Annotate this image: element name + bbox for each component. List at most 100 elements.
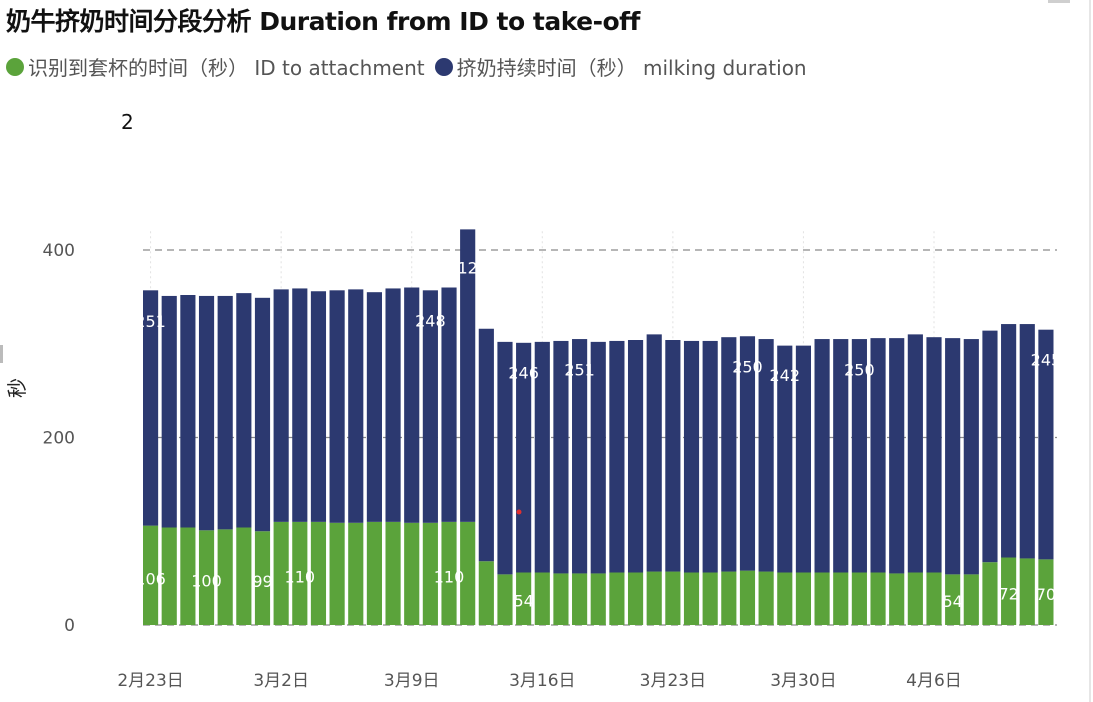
bar-milking-duration — [665, 340, 681, 572]
bar-milking-duration — [851, 339, 867, 573]
bar-milking-duration — [385, 288, 401, 522]
y-tick-label: 400 — [43, 241, 75, 261]
bar-id-to-attachment — [254, 531, 271, 625]
data-label: 106 — [135, 569, 166, 588]
bar-id-to-attachment — [180, 527, 196, 625]
bar-id-to-attachment — [1001, 557, 1017, 625]
data-label: 54 — [942, 592, 962, 611]
legend-dot-navy — [434, 57, 453, 76]
bar-id-to-attachment — [572, 573, 588, 625]
bar-milking-duration — [627, 340, 644, 573]
bar-id-to-attachment — [1019, 558, 1035, 625]
bar-milking-duration — [590, 341, 606, 574]
x-tick-label: 3月2日 — [253, 671, 309, 691]
bar-milking-duration — [497, 341, 513, 575]
bar-id-to-attachment — [870, 572, 886, 625]
data-label: 248 — [415, 312, 446, 331]
bar-id-to-attachment — [310, 521, 327, 625]
data-label: 12 — [457, 258, 477, 277]
bar-milking-duration — [348, 289, 364, 523]
legend-item-milking-duration[interactable]: 挤奶持续时间（秒） milking duration — [434, 52, 807, 81]
bar-milking-duration — [478, 328, 494, 562]
bar-id-to-attachment — [982, 562, 998, 625]
bar-id-to-attachment — [348, 522, 364, 625]
bar-milking-duration — [870, 338, 886, 573]
bar-milking-duration — [1038, 329, 1054, 560]
bar-milking-duration — [460, 229, 476, 522]
bar-milking-duration — [721, 337, 737, 572]
bar-milking-duration — [683, 340, 700, 573]
bar-id-to-attachment — [143, 525, 159, 625]
data-label: 250 — [844, 360, 875, 379]
bar-milking-duration — [982, 330, 998, 563]
bar-id-to-attachment — [534, 572, 550, 625]
bar-id-to-attachment — [945, 574, 961, 625]
bar-milking-duration — [273, 289, 289, 522]
bar-id-to-attachment — [851, 572, 867, 625]
corner-mark — [1048, 0, 1070, 3]
bar-milking-duration — [814, 339, 830, 573]
x-tick-label: 3月16日 — [509, 671, 575, 691]
bar-milking-duration — [310, 291, 327, 522]
red-marker-dot — [516, 509, 522, 515]
legend-label: 挤奶持续时间（秒） milking duration — [456, 56, 807, 80]
bar-id-to-attachment — [460, 521, 476, 625]
x-tick-label: 4月6日 — [906, 671, 962, 691]
bar-milking-duration — [1001, 324, 1017, 558]
marker-label: 2 — [121, 110, 134, 134]
data-label: 246 — [508, 364, 539, 383]
data-label: 245 — [1031, 351, 1062, 370]
bar-id-to-attachment — [926, 572, 942, 625]
panel-edge — [1089, 0, 1091, 702]
bar-id-to-attachment — [814, 572, 830, 625]
x-tick-label: 3月9日 — [384, 671, 440, 691]
bar-milking-duration — [889, 338, 905, 574]
bar-id-to-attachment — [889, 573, 905, 625]
bar-id-to-attachment — [161, 527, 177, 625]
bar-milking-duration — [329, 290, 345, 523]
bar-id-to-attachment — [441, 521, 457, 625]
data-label: 250 — [732, 358, 763, 377]
bar-id-to-attachment — [627, 572, 644, 625]
bar-milking-duration — [777, 345, 793, 573]
bar-milking-duration — [833, 339, 849, 573]
bar-id-to-attachment — [739, 570, 756, 625]
bar-milking-duration — [534, 341, 550, 573]
bar-id-to-attachment — [292, 521, 308, 625]
bar-id-to-attachment — [422, 522, 438, 625]
bar-milking-duration — [758, 339, 774, 572]
bar-id-to-attachment — [702, 572, 718, 625]
bar-id-to-attachment — [1038, 559, 1054, 625]
legend-item-id-to-attachment[interactable]: 识别到套杯的时间（秒） ID to attachment — [6, 52, 425, 81]
bar-id-to-attachment — [217, 529, 233, 625]
bar-milking-duration — [292, 288, 308, 522]
bar-milking-duration — [702, 340, 718, 573]
bar-milking-duration — [795, 345, 812, 573]
bar-milking-duration — [945, 338, 961, 575]
data-label: 251 — [135, 312, 166, 331]
bar-milking-duration — [1019, 324, 1035, 559]
bar-milking-duration — [609, 340, 625, 573]
data-label: 54 — [513, 591, 533, 610]
bar-milking-duration — [404, 287, 420, 523]
bar-id-to-attachment — [683, 572, 700, 625]
bar-id-to-attachment — [963, 574, 979, 625]
legend: 识别到套杯的时间（秒） ID to attachment 挤奶持续时间（秒） m… — [6, 52, 817, 81]
bar-milking-duration — [236, 293, 252, 528]
bar-milking-duration — [422, 290, 438, 523]
data-label: 72 — [998, 584, 1018, 603]
bar-milking-duration — [217, 295, 233, 530]
data-label: 110 — [285, 568, 316, 587]
bar-milking-duration — [963, 339, 979, 575]
bar-milking-duration — [739, 336, 756, 571]
y-tick-label: 0 — [64, 616, 75, 636]
bar-id-to-attachment — [236, 527, 252, 625]
chart-title: 奶牛挤奶时间分段分析 Duration from ID to take-off — [6, 7, 640, 36]
data-label: 242 — [770, 366, 801, 385]
bar-milking-duration — [516, 342, 532, 573]
bar-milking-duration — [254, 297, 271, 532]
bar-id-to-attachment — [590, 573, 606, 625]
resize-handle[interactable] — [0, 345, 3, 363]
bar-milking-duration — [907, 334, 923, 573]
